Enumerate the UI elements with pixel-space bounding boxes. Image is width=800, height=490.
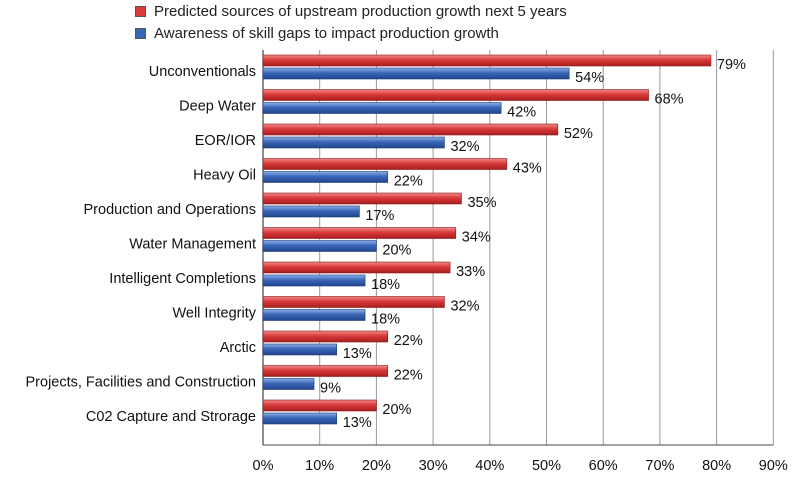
x-tick-label: 40% — [475, 458, 504, 474]
x-tick-label: 50% — [532, 458, 561, 474]
x-tick-label: 30% — [419, 458, 448, 474]
bar-predicted — [262, 89, 649, 101]
data-label-awareness: 20% — [382, 243, 411, 259]
legend-swatch-blue — [135, 27, 146, 39]
category-label: Unconventionals — [149, 64, 256, 80]
bar-awareness — [262, 67, 570, 80]
bar-awareness — [262, 102, 502, 114]
category-label: EOR/IOR — [195, 133, 256, 149]
category-label: Heavy Oil — [193, 168, 256, 184]
data-label-predicted: 22% — [394, 368, 423, 384]
x-tick-label: 60% — [589, 458, 618, 474]
bar-awareness — [262, 136, 445, 149]
category-label: Intelligent Completions — [109, 271, 256, 287]
x-tick-label: 90% — [759, 458, 788, 474]
data-label-awareness: 18% — [371, 277, 400, 293]
category-label: C02 Capture and Strorage — [86, 409, 256, 425]
data-label-predicted: 22% — [394, 333, 423, 349]
bar-predicted — [262, 365, 389, 377]
bar-awareness — [262, 309, 366, 321]
bar-predicted — [262, 227, 457, 239]
data-label-awareness: 13% — [343, 415, 372, 431]
bar-predicted — [262, 261, 451, 274]
category-label: Projects, Facilities and Construction — [26, 375, 257, 391]
category-label: Deep Water — [179, 99, 256, 115]
bar-awareness — [262, 412, 338, 425]
bar-awareness — [262, 343, 338, 356]
category-label: Arctic — [220, 340, 256, 356]
data-label-predicted: 79% — [717, 57, 746, 73]
bar-awareness — [262, 378, 315, 390]
data-label-awareness: 18% — [371, 312, 400, 328]
legend-item-awareness: Awareness of skill gaps to impact produc… — [135, 22, 567, 44]
data-label-predicted: 43% — [513, 161, 542, 177]
bar-awareness — [262, 240, 377, 252]
x-tick-label: 10% — [305, 458, 334, 474]
data-label-awareness: 32% — [450, 139, 479, 155]
legend-label-awareness: Awareness of skill gaps to impact produc… — [154, 24, 499, 42]
data-label-predicted: 34% — [462, 230, 491, 246]
bar-awareness — [262, 274, 366, 287]
category-label: Water Management — [129, 237, 256, 253]
x-tick-label: 20% — [362, 458, 391, 474]
data-label-awareness: 17% — [365, 208, 394, 224]
legend-item-predicted: Predicted sources of upstream production… — [135, 0, 567, 22]
data-label-predicted: 35% — [467, 195, 496, 211]
data-label-predicted: 33% — [456, 264, 485, 280]
category-label: Well Integrity — [172, 306, 256, 322]
legend-swatch-red — [135, 5, 146, 17]
legend-label-predicted: Predicted sources of upstream production… — [154, 2, 567, 20]
x-tick-label: 0% — [253, 458, 274, 474]
bar-predicted — [262, 330, 389, 343]
data-label-predicted: 20% — [382, 402, 411, 418]
bar-predicted — [262, 399, 377, 412]
data-label-predicted: 52% — [564, 126, 593, 142]
bar-predicted — [262, 54, 712, 67]
data-label-awareness: 22% — [394, 174, 423, 190]
legend: Predicted sources of upstream production… — [135, 0, 567, 44]
category-label: Production and Operations — [84, 202, 257, 218]
bar-awareness — [262, 171, 389, 183]
data-label-awareness: 13% — [343, 346, 372, 362]
x-tick-label: 70% — [645, 458, 674, 474]
data-label-awareness: 42% — [507, 105, 536, 121]
bar-predicted — [262, 158, 508, 170]
bar-awareness — [262, 205, 360, 218]
data-label-awareness: 9% — [320, 381, 341, 397]
bar-predicted — [262, 192, 462, 205]
x-tick-label: 80% — [702, 458, 731, 474]
data-label-predicted: 68% — [655, 92, 684, 108]
bar-predicted — [262, 296, 445, 308]
data-label-predicted: 32% — [450, 299, 479, 315]
data-label-awareness: 54% — [575, 70, 604, 86]
bar-predicted — [262, 123, 559, 136]
